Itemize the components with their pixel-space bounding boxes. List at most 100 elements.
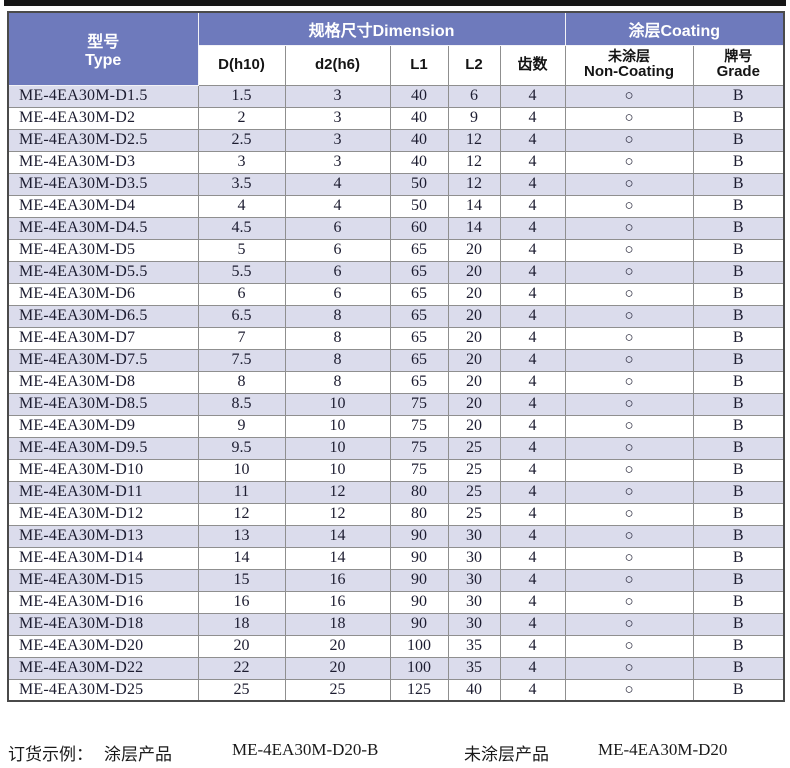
cell-d: 3 xyxy=(197,150,286,174)
table-row: ME-4EA30M-D9 9 10 75 20 4 ○ B xyxy=(7,414,785,438)
cell-l2: 30 xyxy=(447,612,501,636)
cell-non-coating: ○ xyxy=(564,128,694,152)
cell-type: ME-4EA30M-D6.5 xyxy=(7,304,199,328)
cell-d: 10 xyxy=(197,458,286,482)
cell-non-coating: ○ xyxy=(564,678,694,702)
cell-l1: 100 xyxy=(389,656,449,680)
col-header-type: 型号 Type xyxy=(7,11,199,86)
non-coating-mark: ○ xyxy=(624,308,634,324)
col-header-d2: d2(h6) xyxy=(284,44,391,86)
cell-d2: 10 xyxy=(284,392,391,416)
cell-l2: 25 xyxy=(447,502,501,526)
cell-l2: 14 xyxy=(447,216,501,240)
cell-grade: B xyxy=(692,502,785,526)
cell-d2: 6 xyxy=(284,216,391,240)
cell-l1: 65 xyxy=(389,282,449,306)
cell-non-coating: ○ xyxy=(564,216,694,240)
non-coating-mark: ○ xyxy=(624,110,634,126)
cell-l1: 65 xyxy=(389,326,449,350)
cell-type: ME-4EA30M-D16 xyxy=(7,590,199,614)
cell-type: ME-4EA30M-D11 xyxy=(7,480,199,504)
cell-l2: 25 xyxy=(447,436,501,460)
cell-d: 14 xyxy=(197,546,286,570)
cell-type: ME-4EA30M-D14 xyxy=(7,546,199,570)
cell-d2: 8 xyxy=(284,348,391,372)
cell-d2: 8 xyxy=(284,326,391,350)
cell-l1: 90 xyxy=(389,612,449,636)
cell-d: 6.5 xyxy=(197,304,286,328)
non-coating-mark: ○ xyxy=(624,176,634,192)
non-coating-mark: ○ xyxy=(624,286,634,302)
cell-l1: 40 xyxy=(389,106,449,130)
cell-d2: 18 xyxy=(284,612,391,636)
cell-l2: 20 xyxy=(447,304,501,328)
non-coating-mark: ○ xyxy=(624,638,634,654)
cell-l2: 20 xyxy=(447,392,501,416)
cell-l2: 25 xyxy=(447,458,501,482)
cell-non-coating: ○ xyxy=(564,524,694,548)
cell-l1: 80 xyxy=(389,502,449,526)
table-row: ME-4EA30M-D5 5 6 65 20 4 ○ B xyxy=(7,238,785,262)
cell-non-coating: ○ xyxy=(564,436,694,460)
cell-type: ME-4EA30M-D7.5 xyxy=(7,348,199,372)
cell-teeth: 4 xyxy=(499,172,566,196)
cell-d2: 3 xyxy=(284,128,391,152)
cell-non-coating: ○ xyxy=(564,414,694,438)
cell-teeth: 4 xyxy=(499,260,566,284)
col-header-type-cn: 型号 xyxy=(87,33,120,51)
table-row: ME-4EA30M-D5.5 5.5 6 65 20 4 ○ B xyxy=(7,260,785,284)
cell-grade: B xyxy=(692,392,785,416)
cell-grade: B xyxy=(692,326,785,350)
cell-teeth: 4 xyxy=(499,590,566,614)
non-coating-mark: ○ xyxy=(624,88,634,104)
cell-d2: 16 xyxy=(284,568,391,592)
cell-non-coating: ○ xyxy=(564,502,694,526)
cell-l1: 75 xyxy=(389,436,449,460)
cell-l2: 14 xyxy=(447,194,501,218)
cell-grade: B xyxy=(692,150,785,174)
cell-non-coating: ○ xyxy=(564,370,694,394)
cell-d: 5 xyxy=(197,238,286,262)
cell-teeth: 4 xyxy=(499,84,566,108)
table-row: ME-4EA30M-D1.5 1.5 3 40 6 4 ○ B xyxy=(7,84,785,108)
cell-d: 9 xyxy=(197,414,286,438)
order-example-label: 订货示例： xyxy=(8,745,93,764)
cell-type: ME-4EA30M-D2 xyxy=(7,106,199,130)
cell-l1: 65 xyxy=(389,304,449,328)
cell-l1: 80 xyxy=(389,480,449,504)
cell-l1: 40 xyxy=(389,150,449,174)
cell-l2: 6 xyxy=(447,84,501,108)
cell-d: 7.5 xyxy=(197,348,286,372)
cell-grade: B xyxy=(692,634,785,658)
cell-type: ME-4EA30M-D3 xyxy=(7,150,199,174)
cell-teeth: 4 xyxy=(499,194,566,218)
cell-teeth: 4 xyxy=(499,656,566,680)
cell-d2: 10 xyxy=(284,414,391,438)
cell-grade: B xyxy=(692,568,785,592)
cell-l2: 20 xyxy=(447,348,501,372)
cell-type: ME-4EA30M-D12 xyxy=(7,502,199,526)
cell-teeth: 4 xyxy=(499,414,566,438)
cell-non-coating: ○ xyxy=(564,106,694,130)
non-coating-mark: ○ xyxy=(624,594,634,610)
cell-non-coating: ○ xyxy=(564,304,694,328)
cell-d: 11 xyxy=(197,480,286,504)
cell-teeth: 4 xyxy=(499,524,566,548)
cell-non-coating: ○ xyxy=(564,480,694,504)
col-header-non-coating-en: Non-Coating xyxy=(584,63,674,81)
non-coating-mark: ○ xyxy=(624,484,634,500)
table-row: ME-4EA30M-D14 14 14 90 30 4 ○ B xyxy=(7,546,785,570)
cell-grade: B xyxy=(692,546,785,570)
cell-l2: 20 xyxy=(447,282,501,306)
top-divider-bar xyxy=(4,0,786,6)
cell-non-coating: ○ xyxy=(564,260,694,284)
cell-d: 25 xyxy=(197,678,286,702)
cell-teeth: 4 xyxy=(499,436,566,460)
cell-grade: B xyxy=(692,106,785,130)
cell-l1: 65 xyxy=(389,370,449,394)
cell-grade: B xyxy=(692,656,785,680)
table-row: ME-4EA30M-D16 16 16 90 30 4 ○ B xyxy=(7,590,785,614)
cell-grade: B xyxy=(692,370,785,394)
col-header-type-en: Type xyxy=(85,51,122,69)
cell-d: 16 xyxy=(197,590,286,614)
